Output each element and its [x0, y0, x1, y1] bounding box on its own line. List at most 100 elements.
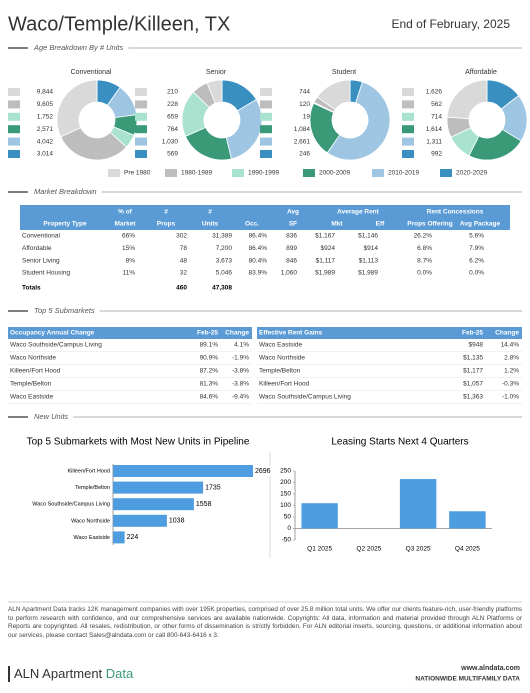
donut-value: 992 [431, 151, 442, 158]
bar [113, 498, 194, 511]
table-cell: $1,177 [463, 368, 483, 375]
table-cell: $1,989 [358, 270, 378, 277]
bar [449, 511, 486, 529]
table-cell: $1,363 [463, 394, 483, 401]
donut-title: Conventional [71, 69, 112, 76]
legend-label: Pre 1980 [124, 170, 151, 177]
donut-value: 744 [299, 89, 310, 96]
column-header: Change [495, 330, 519, 337]
table-cell: 4.1% [234, 342, 249, 349]
legend-swatch [402, 125, 414, 134]
chart-title: Leasing Starts Next 4 Quarters [331, 437, 468, 448]
legend-label: 1990-1999 [248, 170, 279, 177]
table-cell: Waco Northside [10, 355, 56, 362]
value-label: 1735 [205, 484, 221, 491]
legend-swatch [440, 169, 452, 177]
bar [301, 503, 338, 529]
url: www.alndata.com [460, 665, 520, 672]
y-tick-label: 200 [280, 479, 291, 486]
section-title: Market Breakdown [34, 187, 97, 196]
legend-swatch [402, 100, 414, 109]
column-header: Feb-25 [462, 330, 483, 337]
legend-swatch [108, 169, 120, 177]
table-cell: Waco Southside/Campus Living [259, 394, 351, 401]
legend-swatch [372, 169, 384, 177]
donut-value: 1,752 [37, 114, 54, 121]
chart-title: Top 5 Submarkets with Most New Units in … [27, 437, 250, 448]
logo: ALN Apartment Data [14, 666, 134, 681]
column-group: # [164, 209, 168, 216]
table-cell: 2.8% [504, 355, 519, 362]
legend-swatch [135, 100, 147, 109]
table-cell: 89.1% [200, 342, 219, 349]
donut-value: 120 [299, 101, 310, 108]
tagline: NATIONWIDE MULTIFAMILY DATA [415, 676, 520, 683]
table-cell: Killeen/Fort Hood [259, 381, 310, 388]
donut-value: 1,614 [426, 126, 443, 133]
column-header: SF [289, 221, 297, 228]
section-title: Top 5 Submarkets [34, 306, 95, 315]
donut-value: 246 [299, 151, 310, 158]
y-tick-label: Waco Eastside [74, 535, 110, 541]
table-cell: 5,046 [216, 270, 233, 277]
table-cell: 90.9% [200, 355, 219, 362]
column-header: Units [202, 221, 219, 228]
column-group: % of [118, 209, 133, 216]
legend-swatch [135, 125, 147, 134]
column-header: Mkt [331, 221, 343, 228]
donut-value: 9,844 [37, 89, 54, 96]
column-header: Market [115, 221, 137, 228]
table-cell: 846 [286, 257, 297, 264]
table-cell: $948 [469, 342, 484, 349]
donut-value: 714 [431, 114, 442, 121]
table-cell: $1,135 [463, 355, 483, 362]
bar [113, 514, 167, 527]
table-cell: 84.6% [200, 394, 219, 401]
legend-swatch [135, 137, 147, 146]
value-label-bg [194, 499, 213, 510]
table-cell: 3,673 [216, 257, 233, 264]
legend-swatch [260, 100, 272, 109]
table-cell: Waco Eastside [259, 342, 302, 349]
x-tick-label: Q1 2025 [307, 546, 332, 553]
donut-value: 9,605 [37, 101, 54, 108]
y-tick-label: -50 [282, 537, 292, 544]
table-cell: -0.3% [502, 381, 519, 388]
donut-value: 2,571 [37, 126, 54, 133]
donut-segment [326, 81, 391, 161]
y-tick-label: Temple/Belton [75, 485, 110, 491]
table-cell: -3.8% [232, 368, 249, 375]
legend-swatch [260, 137, 272, 146]
column-header: Effective Rent Gains [259, 330, 323, 337]
x-tick-label: Q2 2025 [356, 546, 381, 553]
table-cell: 7.9% [469, 245, 484, 252]
legend-swatch [303, 169, 315, 177]
value-label-bg [167, 515, 186, 526]
donut-segment [316, 79, 351, 111]
table-cell: 32 [180, 270, 188, 277]
column-header: Occ. [245, 221, 259, 228]
table-cell: 48 [180, 257, 188, 264]
table-cell: 1.2% [504, 368, 519, 375]
table-cell: -1.9% [232, 355, 249, 362]
legend-swatch [232, 169, 244, 177]
column-header: Props Offering [407, 221, 453, 228]
column-header: Avg Package [460, 221, 501, 228]
legend-label: 2010-2019 [388, 170, 419, 177]
table-cell: Conventional [22, 233, 60, 240]
donut-segment [225, 98, 263, 160]
table-cell: -1.0% [502, 394, 519, 401]
donut-value: 1,311 [426, 138, 442, 145]
donut-segment [56, 79, 98, 138]
legend-swatch [8, 112, 20, 121]
table-cell: 836 [286, 233, 297, 240]
column-header: Props [157, 221, 176, 228]
donut-value: 562 [431, 101, 442, 108]
table-cell: Student Housing [22, 270, 70, 277]
donut-value: 4,042 [37, 138, 54, 145]
legend-swatch [165, 169, 177, 177]
legend-swatch [8, 137, 20, 146]
column-header: Feb-25 [197, 330, 218, 337]
